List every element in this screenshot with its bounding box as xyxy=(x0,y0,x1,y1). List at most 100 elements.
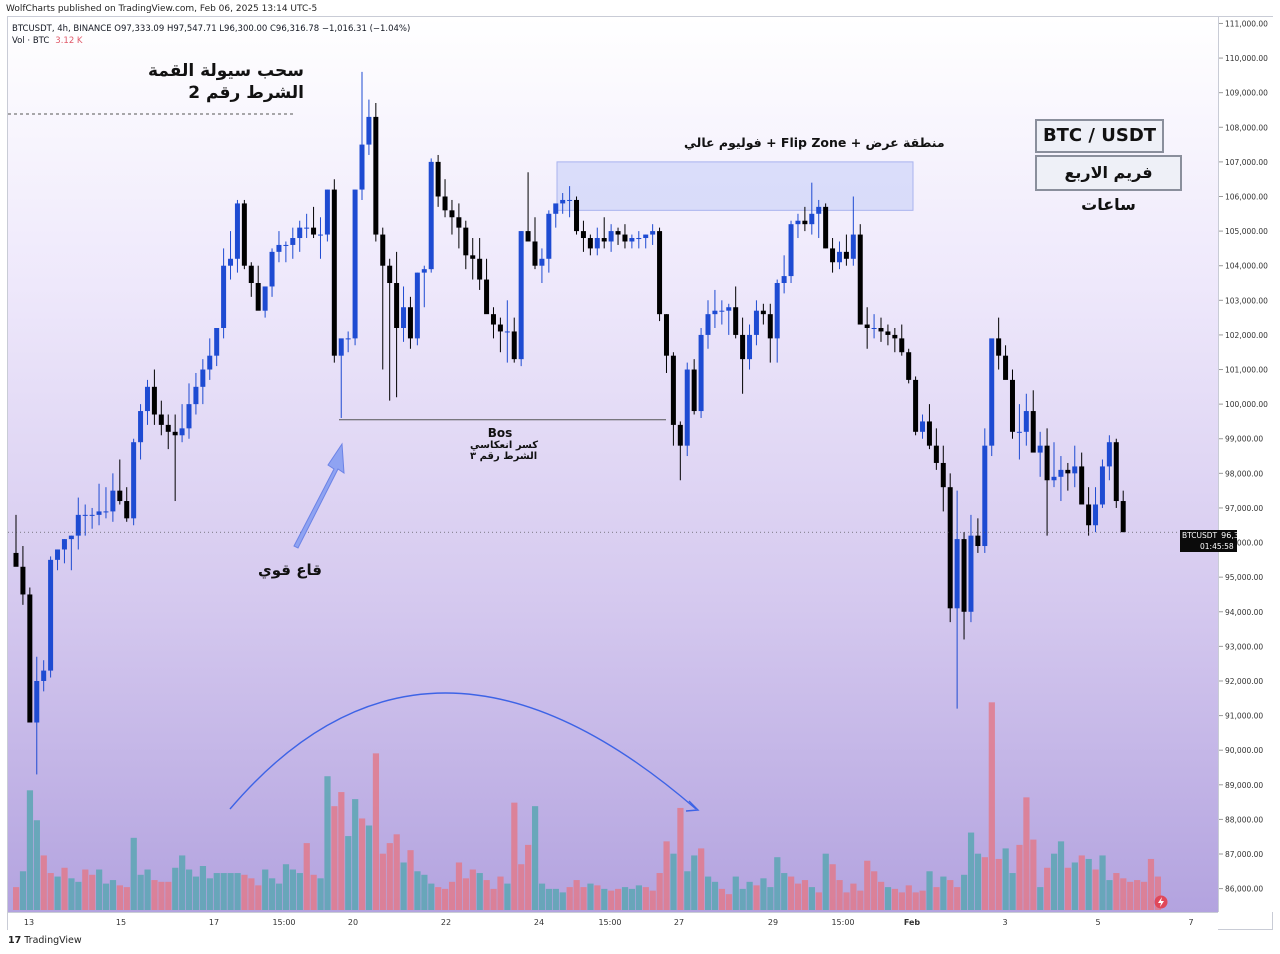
candle-body xyxy=(650,231,656,235)
volume-bar xyxy=(68,878,75,910)
volume-bar xyxy=(1134,880,1141,910)
candle-body xyxy=(283,244,289,246)
candle-body xyxy=(1113,442,1119,502)
volume-bar xyxy=(130,837,137,910)
candle-body xyxy=(380,234,386,266)
candle-body xyxy=(657,231,663,315)
volume-bar xyxy=(345,836,352,910)
time-tick-label: 20 xyxy=(348,918,358,927)
volume-bar xyxy=(179,855,186,910)
legend-volume-value: 3.12 K xyxy=(55,36,83,46)
price-tick-label: 92,000.00 xyxy=(1225,677,1263,686)
volume-bar xyxy=(933,887,940,910)
time-tick-label: 24 xyxy=(534,918,544,927)
candle-body xyxy=(601,238,607,242)
legend-ohlc: BTCUSDT, 4h, BINANCE O97,333.09 H97,547.… xyxy=(12,24,411,34)
candle-body xyxy=(1079,466,1085,505)
price-tick-label: 95,000.00 xyxy=(1225,573,1263,582)
candle-body xyxy=(622,234,628,242)
volume-bar xyxy=(469,869,476,910)
volume-bar xyxy=(926,871,933,910)
volume-bar xyxy=(26,790,34,910)
volume-bar xyxy=(1023,797,1030,910)
candle-body xyxy=(1023,411,1029,432)
price-tick-label: 111,000.00 xyxy=(1225,19,1268,28)
time-tick-label: 15:00 xyxy=(598,918,621,927)
price-tick-label: 106,000.00 xyxy=(1225,192,1268,201)
candle-body xyxy=(497,324,503,332)
volume-bar xyxy=(123,887,130,910)
candle-body xyxy=(899,338,905,353)
candle-body xyxy=(823,206,829,249)
chart-plot-area[interactable] xyxy=(8,17,1218,912)
candle-body xyxy=(809,213,815,225)
volume-bar xyxy=(974,853,982,910)
candle-body xyxy=(719,310,725,312)
candle-body xyxy=(1072,466,1078,474)
volume-bar xyxy=(829,864,836,910)
volume-bar xyxy=(732,876,739,910)
candle-body xyxy=(89,514,95,516)
volume-bar xyxy=(774,857,781,910)
volume-bar xyxy=(158,881,165,910)
candle-body xyxy=(1016,431,1022,433)
candle-body xyxy=(241,203,247,266)
volume-bar xyxy=(400,862,407,910)
candlestick-chart xyxy=(8,71,1218,910)
candle-body xyxy=(920,421,926,432)
legend-volume-label: Vol · BTC xyxy=(12,36,50,46)
volume-bar xyxy=(615,888,622,910)
candle-body xyxy=(926,421,932,446)
volume-bar xyxy=(594,885,601,910)
candle-body xyxy=(414,272,420,339)
candle-body xyxy=(830,248,836,263)
volume-bar xyxy=(33,820,40,910)
candle-body xyxy=(442,196,448,211)
candle-body xyxy=(1037,445,1043,453)
volume-bar xyxy=(262,869,269,910)
candle-body xyxy=(767,314,773,339)
candle-body xyxy=(193,386,199,405)
time-axis: 13 15 17 15:00 20 22 24 15:00 27 29 15:00 Feb 3 5 7 xyxy=(24,918,1194,927)
candle-body xyxy=(677,424,683,446)
price-axis: 111,000.00 110,000.00 109,000.00 108,000.00… xyxy=(1219,19,1268,894)
candle-body xyxy=(878,327,884,332)
volume-bar xyxy=(234,873,241,910)
candle-body xyxy=(802,220,808,225)
volume-bar xyxy=(165,881,172,910)
volume-bar xyxy=(82,869,89,910)
volume-bar xyxy=(898,892,905,910)
volume-bar xyxy=(435,887,442,910)
volume-bar xyxy=(836,880,843,910)
candle-body xyxy=(636,238,642,240)
candle-body xyxy=(234,203,240,259)
candle-body xyxy=(594,238,600,249)
volume-bar xyxy=(891,888,899,910)
volume-bar xyxy=(324,776,331,910)
time-tick-label: 17 xyxy=(209,918,219,927)
volume-bar xyxy=(878,881,885,910)
volume-bar xyxy=(54,876,61,910)
volume-bar xyxy=(1106,880,1113,910)
volume-bar xyxy=(559,892,566,910)
candle-body xyxy=(747,334,753,360)
time-scale[interactable]: 13 15 17 15:00 20 22 24 15:00 27 29 15:00 Feb 3 5 7 xyxy=(8,912,1218,930)
candle-body xyxy=(982,445,988,547)
candle-body xyxy=(629,238,635,242)
candle-body xyxy=(117,490,123,502)
candle-body xyxy=(574,199,580,232)
volume-bar xyxy=(967,832,975,910)
price-scale[interactable]: 111,000.00 110,000.00 109,000.00 108,000.00… xyxy=(1218,17,1273,912)
supply-zone-rect xyxy=(556,161,914,211)
last-price-label: BTCUSDT 96,316.78 01:45:58 xyxy=(1180,530,1262,552)
candle-body xyxy=(435,161,441,197)
time-tick-label: 7 xyxy=(1188,918,1193,927)
candle-body xyxy=(68,535,74,540)
volume-bar xyxy=(241,874,248,910)
volume-bar xyxy=(476,873,483,910)
volume-bar xyxy=(746,881,753,910)
volume-bar xyxy=(961,874,968,910)
footer-logo[interactable]: 17 TradingView xyxy=(8,935,82,946)
volume-bar xyxy=(1120,878,1127,910)
volume-bar xyxy=(172,867,179,910)
